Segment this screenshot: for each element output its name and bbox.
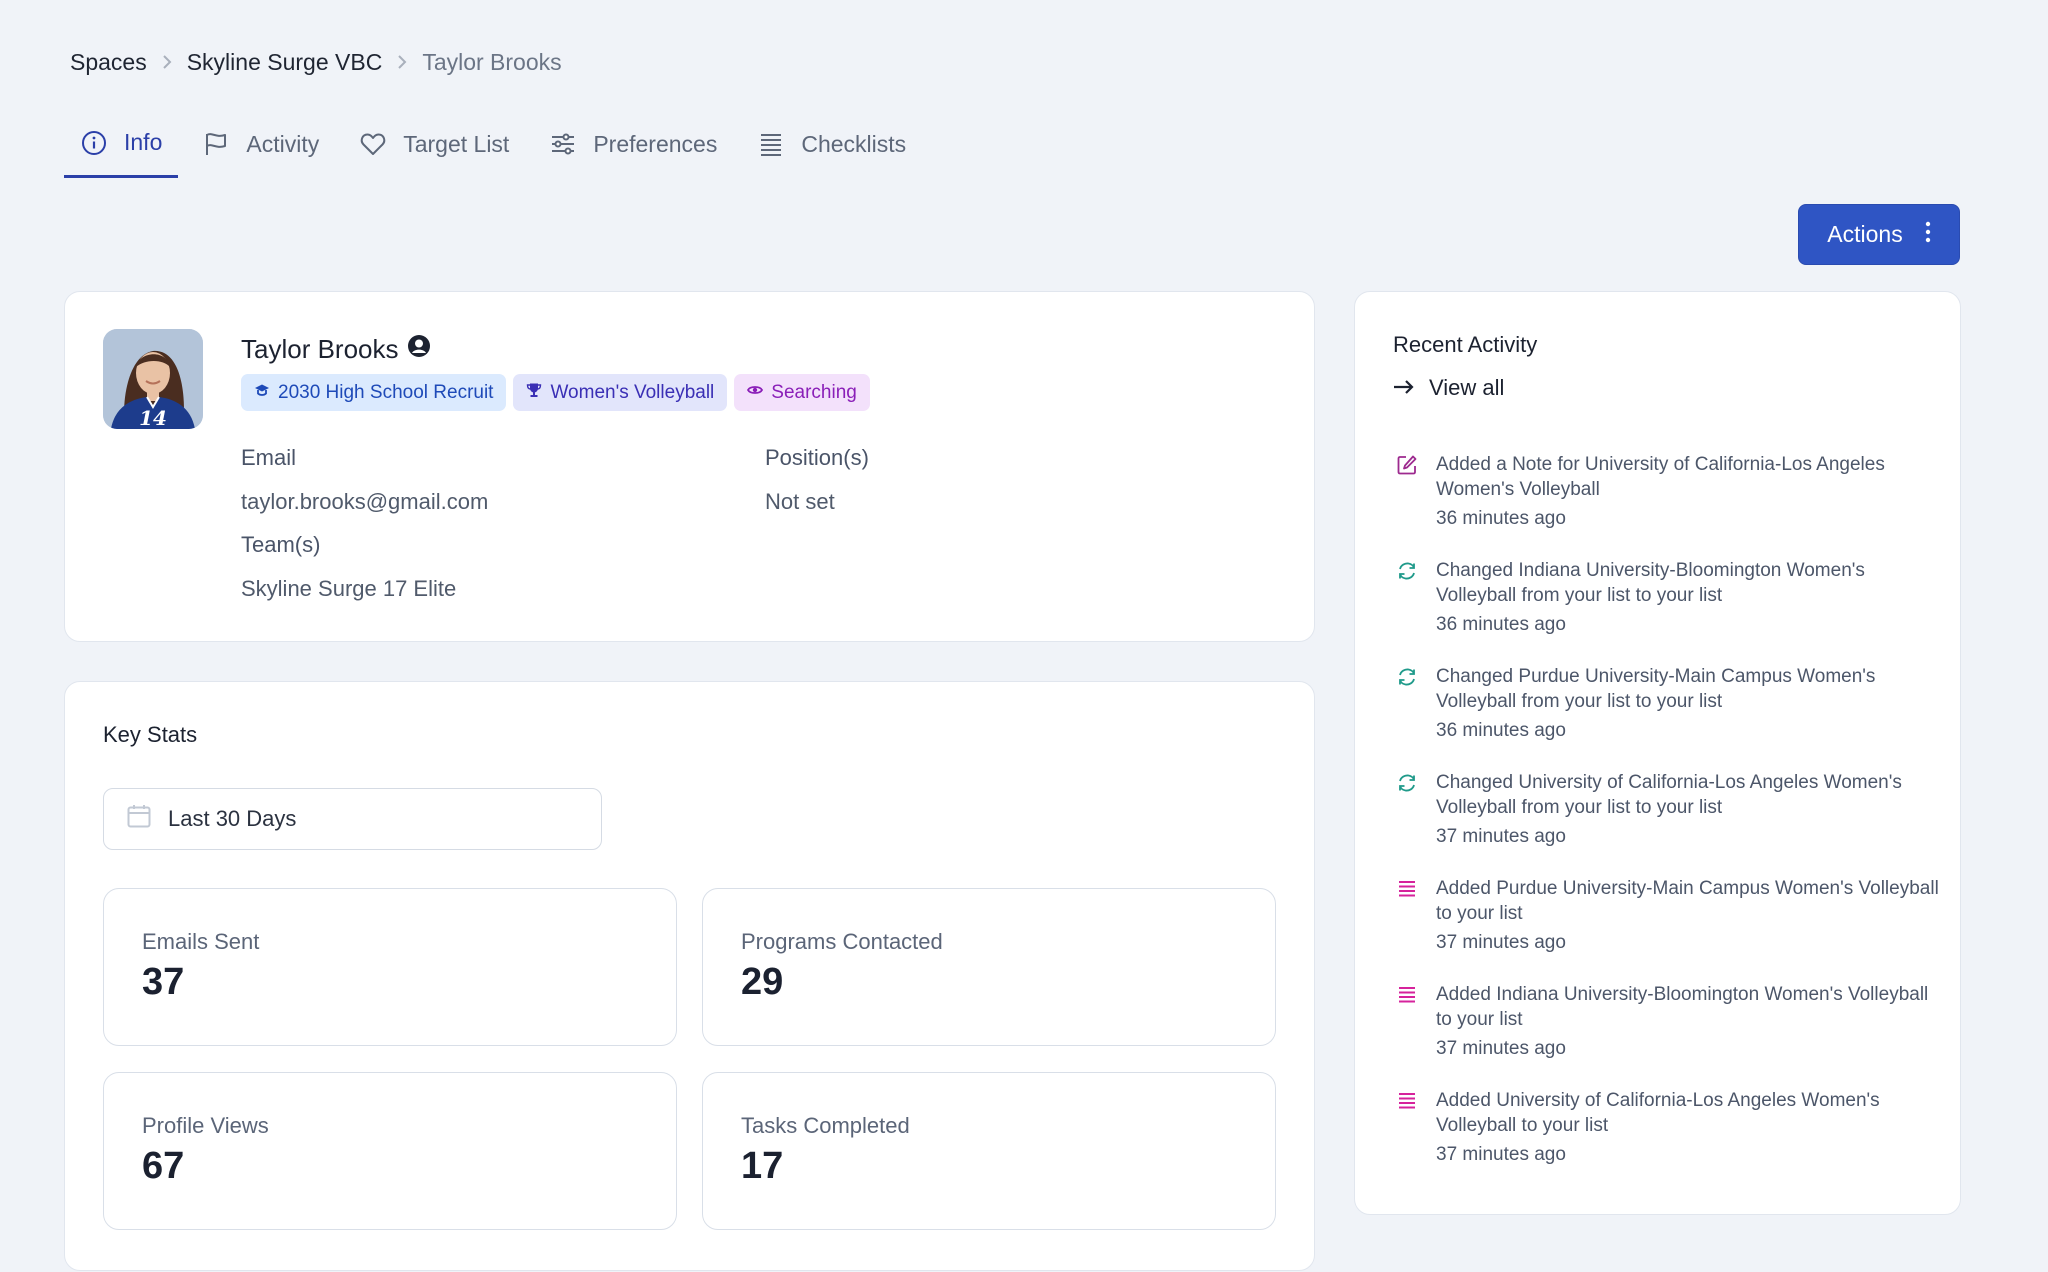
stat-tasks-completed: Tasks Completed 17 xyxy=(702,1072,1276,1230)
tab-target-list[interactable]: Target List xyxy=(343,110,525,178)
activity-item[interactable]: Added Purdue University-Main Campus Wome… xyxy=(1393,876,1943,982)
chevron-right-icon xyxy=(161,53,173,71)
calendar-icon xyxy=(126,803,152,835)
activity-text: Added Indiana University-Bloomington Wom… xyxy=(1436,984,1929,1030)
view-all-link[interactable]: View all xyxy=(1393,375,1504,401)
stat-profile-views: Profile Views 67 xyxy=(103,1072,677,1230)
tab-label: Activity xyxy=(246,130,320,157)
stat-value: 29 xyxy=(741,961,784,1003)
tab-activity[interactable]: Activity xyxy=(186,110,335,178)
heart-icon xyxy=(359,130,387,158)
list-add-icon xyxy=(1396,1090,1418,1112)
trophy-icon xyxy=(526,382,542,404)
activity-time: 36 minutes ago xyxy=(1436,508,1566,529)
date-range-value: Last 30 Days xyxy=(168,806,297,831)
avatar: 14 xyxy=(103,329,203,429)
activity-text: Changed Indiana University-Bloomington W… xyxy=(1436,560,1865,606)
tab-info[interactable]: Info xyxy=(64,110,179,178)
info-icon xyxy=(80,129,108,157)
activity-time: 37 minutes ago xyxy=(1436,1144,1566,1165)
jersey-number: 14 xyxy=(139,406,167,429)
activity-list: Added a Note for University of Californi… xyxy=(1393,452,1943,1194)
activity-time: 37 minutes ago xyxy=(1436,1038,1566,1059)
recent-activity-title: Recent Activity xyxy=(1393,332,1538,357)
sport-badge: Women's Volleyball xyxy=(513,374,728,411)
email-label: Email xyxy=(241,445,297,470)
tab-checklists[interactable]: Checklists xyxy=(741,110,922,178)
stat-emails-sent: Emails Sent 37 xyxy=(103,888,677,1046)
activity-text: Changed Purdue University-Main Campus Wo… xyxy=(1436,666,1876,712)
list-add-icon xyxy=(1396,984,1418,1006)
activity-item[interactable]: Changed University of California-Los Ang… xyxy=(1393,770,1943,876)
badge-row: 2030 High School Recruit Women's Volleyb… xyxy=(241,374,870,411)
eye-icon xyxy=(747,382,764,404)
date-range-select[interactable]: Last 30 Days xyxy=(103,788,602,850)
stat-value: 67 xyxy=(142,1145,185,1187)
activity-text: Added a Note for University of Californi… xyxy=(1436,454,1885,500)
refresh-icon xyxy=(1396,772,1418,794)
activity-time: 36 minutes ago xyxy=(1436,720,1566,741)
positions-label: Position(s) xyxy=(765,445,869,470)
stat-label: Profile Views xyxy=(142,1113,269,1138)
recruit-badge: 2030 High School Recruit xyxy=(241,374,507,411)
graduation-cap-icon xyxy=(254,382,270,404)
tab-label: Info xyxy=(124,129,163,155)
teams-label: Team(s) xyxy=(241,532,321,557)
activity-time: 37 minutes ago xyxy=(1436,826,1566,847)
badge-label: Searching xyxy=(771,381,857,403)
key-stats-title: Key Stats xyxy=(103,722,198,747)
activity-text: Added University of California-Los Angel… xyxy=(1436,1090,1880,1136)
athlete-name: Taylor Brooks xyxy=(241,334,399,364)
activity-time: 37 minutes ago xyxy=(1436,932,1566,953)
email-value: taylor.brooks@gmail.com xyxy=(241,489,489,514)
actions-label: Actions xyxy=(1827,221,1903,247)
refresh-icon xyxy=(1396,666,1418,688)
status-badge: Searching xyxy=(734,374,870,411)
stat-programs-contacted: Programs Contacted 29 xyxy=(702,888,1276,1046)
teams-value: Skyline Surge 17 Elite xyxy=(241,576,457,601)
tab-label: Target List xyxy=(403,130,510,157)
tab-label: Checklists xyxy=(801,130,907,157)
actions-button[interactable]: Actions xyxy=(1798,204,1960,265)
badge-label: 2030 High School Recruit xyxy=(278,381,494,403)
breadcrumb-athlete: Taylor Brooks xyxy=(422,48,562,75)
edit-icon xyxy=(1396,454,1418,476)
list-add-icon xyxy=(1396,878,1418,900)
activity-item[interactable]: Added University of California-Los Angel… xyxy=(1393,1088,1943,1194)
tab-bar: Info Activity Target List Preferences Ch… xyxy=(64,110,930,178)
stat-label: Emails Sent xyxy=(142,929,260,954)
list-icon xyxy=(757,130,785,158)
activity-text: Changed University of California-Los Ang… xyxy=(1436,772,1902,818)
stat-label: Programs Contacted xyxy=(741,929,943,954)
stat-value: 17 xyxy=(741,1145,784,1187)
breadcrumb-spaces[interactable]: Spaces xyxy=(70,48,147,75)
recent-activity-card: Recent Activity View all Added a Note fo… xyxy=(1354,291,1961,1215)
activity-item[interactable]: Changed Purdue University-Main Campus Wo… xyxy=(1393,664,1943,770)
activity-text: Added Purdue University-Main Campus Wome… xyxy=(1436,878,1939,924)
breadcrumb-team[interactable]: Skyline Surge VBC xyxy=(186,48,383,75)
view-all-label: View all xyxy=(1429,375,1505,400)
badge-label: Women's Volleyball xyxy=(550,381,715,403)
stat-label: Tasks Completed xyxy=(741,1113,910,1138)
refresh-icon xyxy=(1396,560,1418,582)
flag-icon xyxy=(202,130,230,158)
profile-card: 14 Taylor Brooks 2030 High School Recrui… xyxy=(64,291,1315,642)
profile-name-row: Taylor Brooks xyxy=(241,334,431,365)
tab-preferences[interactable]: Preferences xyxy=(533,110,733,178)
tab-label: Preferences xyxy=(593,130,718,157)
breadcrumb: Spaces Skyline Surge VBC Taylor Brooks xyxy=(70,48,562,76)
user-circle-icon xyxy=(407,334,431,365)
arrow-right-icon xyxy=(1393,375,1415,401)
stat-value: 37 xyxy=(142,961,185,1003)
sliders-icon xyxy=(549,130,577,158)
activity-time: 36 minutes ago xyxy=(1436,614,1566,635)
activity-item[interactable]: Added a Note for University of Californi… xyxy=(1393,452,1943,558)
kebab-icon xyxy=(1925,221,1931,249)
activity-item[interactable]: Changed Indiana University-Bloomington W… xyxy=(1393,558,1943,664)
key-stats-card: Key Stats Last 30 Days Emails Sent 37 Pr… xyxy=(64,681,1315,1271)
positions-value: Not set xyxy=(765,489,835,514)
activity-item[interactable]: Added Indiana University-Bloomington Wom… xyxy=(1393,982,1943,1088)
chevron-right-icon xyxy=(396,53,408,71)
